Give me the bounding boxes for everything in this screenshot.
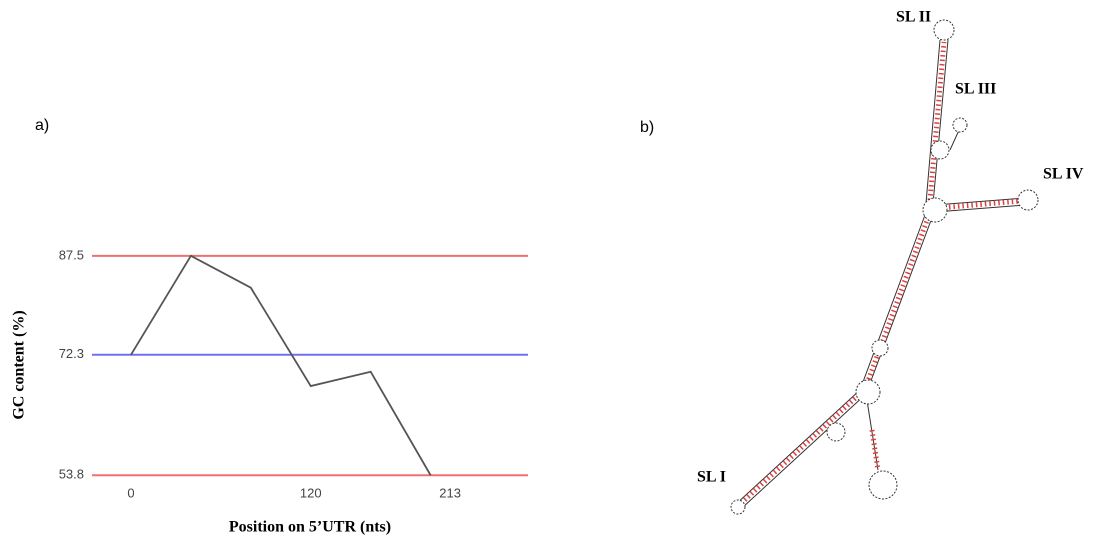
- loop: [872, 340, 888, 356]
- loop: [1018, 190, 1038, 210]
- panel-label: a): [35, 117, 49, 134]
- loop: [923, 198, 947, 222]
- x-tick-label: 0: [127, 485, 134, 500]
- y-tick-label: 87.5: [59, 247, 84, 262]
- loop: [827, 423, 845, 441]
- y-tick-label: 72.3: [59, 346, 84, 361]
- x-axis-label: Position on 5’UTR (nts): [229, 519, 391, 536]
- loop: [856, 380, 880, 404]
- y-tick-label: 53.8: [59, 467, 84, 482]
- structure-label: SL I: [697, 469, 726, 486]
- figure: a) b) Position on 5’UTR (nts) GC content…: [0, 0, 1102, 540]
- structure-label: SL II: [896, 9, 931, 26]
- data-line: [131, 256, 431, 475]
- loop: [869, 471, 897, 499]
- x-tick-label: 213: [439, 485, 461, 500]
- x-tick-label: 120: [300, 485, 322, 500]
- structure-label: SL III: [955, 81, 996, 98]
- y-axis-label: GC content (%): [11, 310, 28, 419]
- loop: [931, 141, 949, 159]
- structure-label: SL IV: [1043, 166, 1084, 183]
- loop: [731, 500, 745, 514]
- panel-label: b): [640, 119, 654, 136]
- loop: [953, 118, 967, 132]
- loop: [934, 20, 954, 40]
